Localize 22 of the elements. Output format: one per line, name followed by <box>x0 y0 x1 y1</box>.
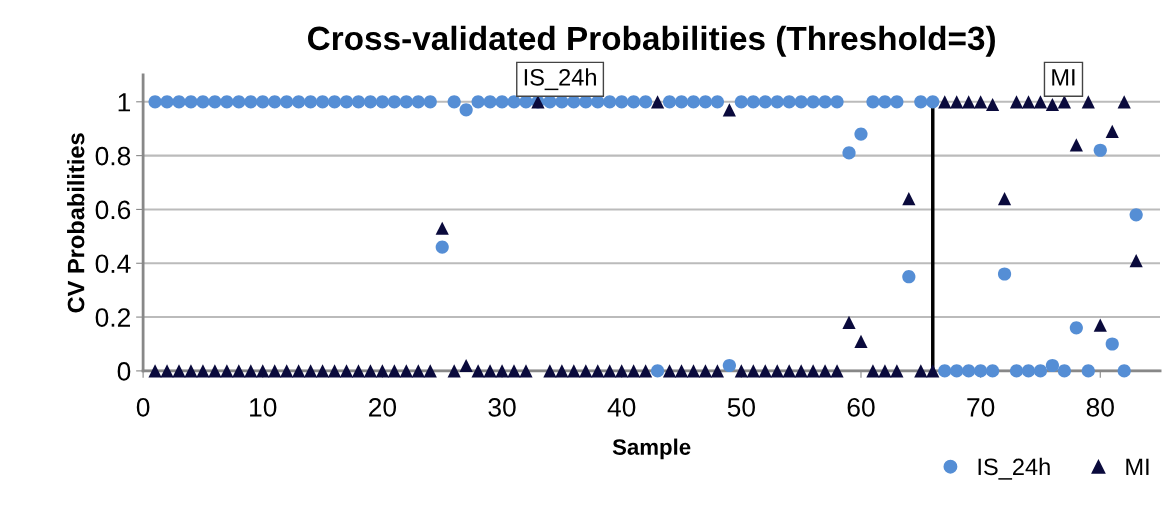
x-tick-label: 0 <box>136 397 150 417</box>
y-tick-label: 0 <box>117 362 131 381</box>
y-tick-label: 0.2 <box>95 308 130 327</box>
x-tick-label: 80 <box>1086 397 1114 417</box>
x-axis-title: Sample <box>612 438 691 460</box>
legend-label: MI <box>1126 458 1149 475</box>
y-axis-title: CV Probabilities <box>67 133 85 313</box>
y-tick-label: 0.8 <box>95 146 131 166</box>
legend-label: IS_24h <box>978 457 1050 480</box>
y-tick-label: 0.6 <box>95 200 131 220</box>
x-tick-label: 20 <box>369 397 397 417</box>
annotation: MI <box>1052 69 1075 86</box>
y-tick-label: 1 <box>118 93 131 112</box>
chart-title: Cross-validated Probabilities (Threshold=3) <box>308 25 995 57</box>
x-tick-label: 50 <box>727 397 755 417</box>
x-tick-label: 40 <box>607 397 636 417</box>
y-tick-label: 0.4 <box>95 254 131 274</box>
x-tick-label: 10 <box>250 397 277 417</box>
annotation: IS_24h <box>524 68 596 91</box>
x-tick-label: 60 <box>847 397 875 417</box>
x-tick-label: 30 <box>488 397 516 417</box>
x-tick-label: 70 <box>967 397 995 417</box>
